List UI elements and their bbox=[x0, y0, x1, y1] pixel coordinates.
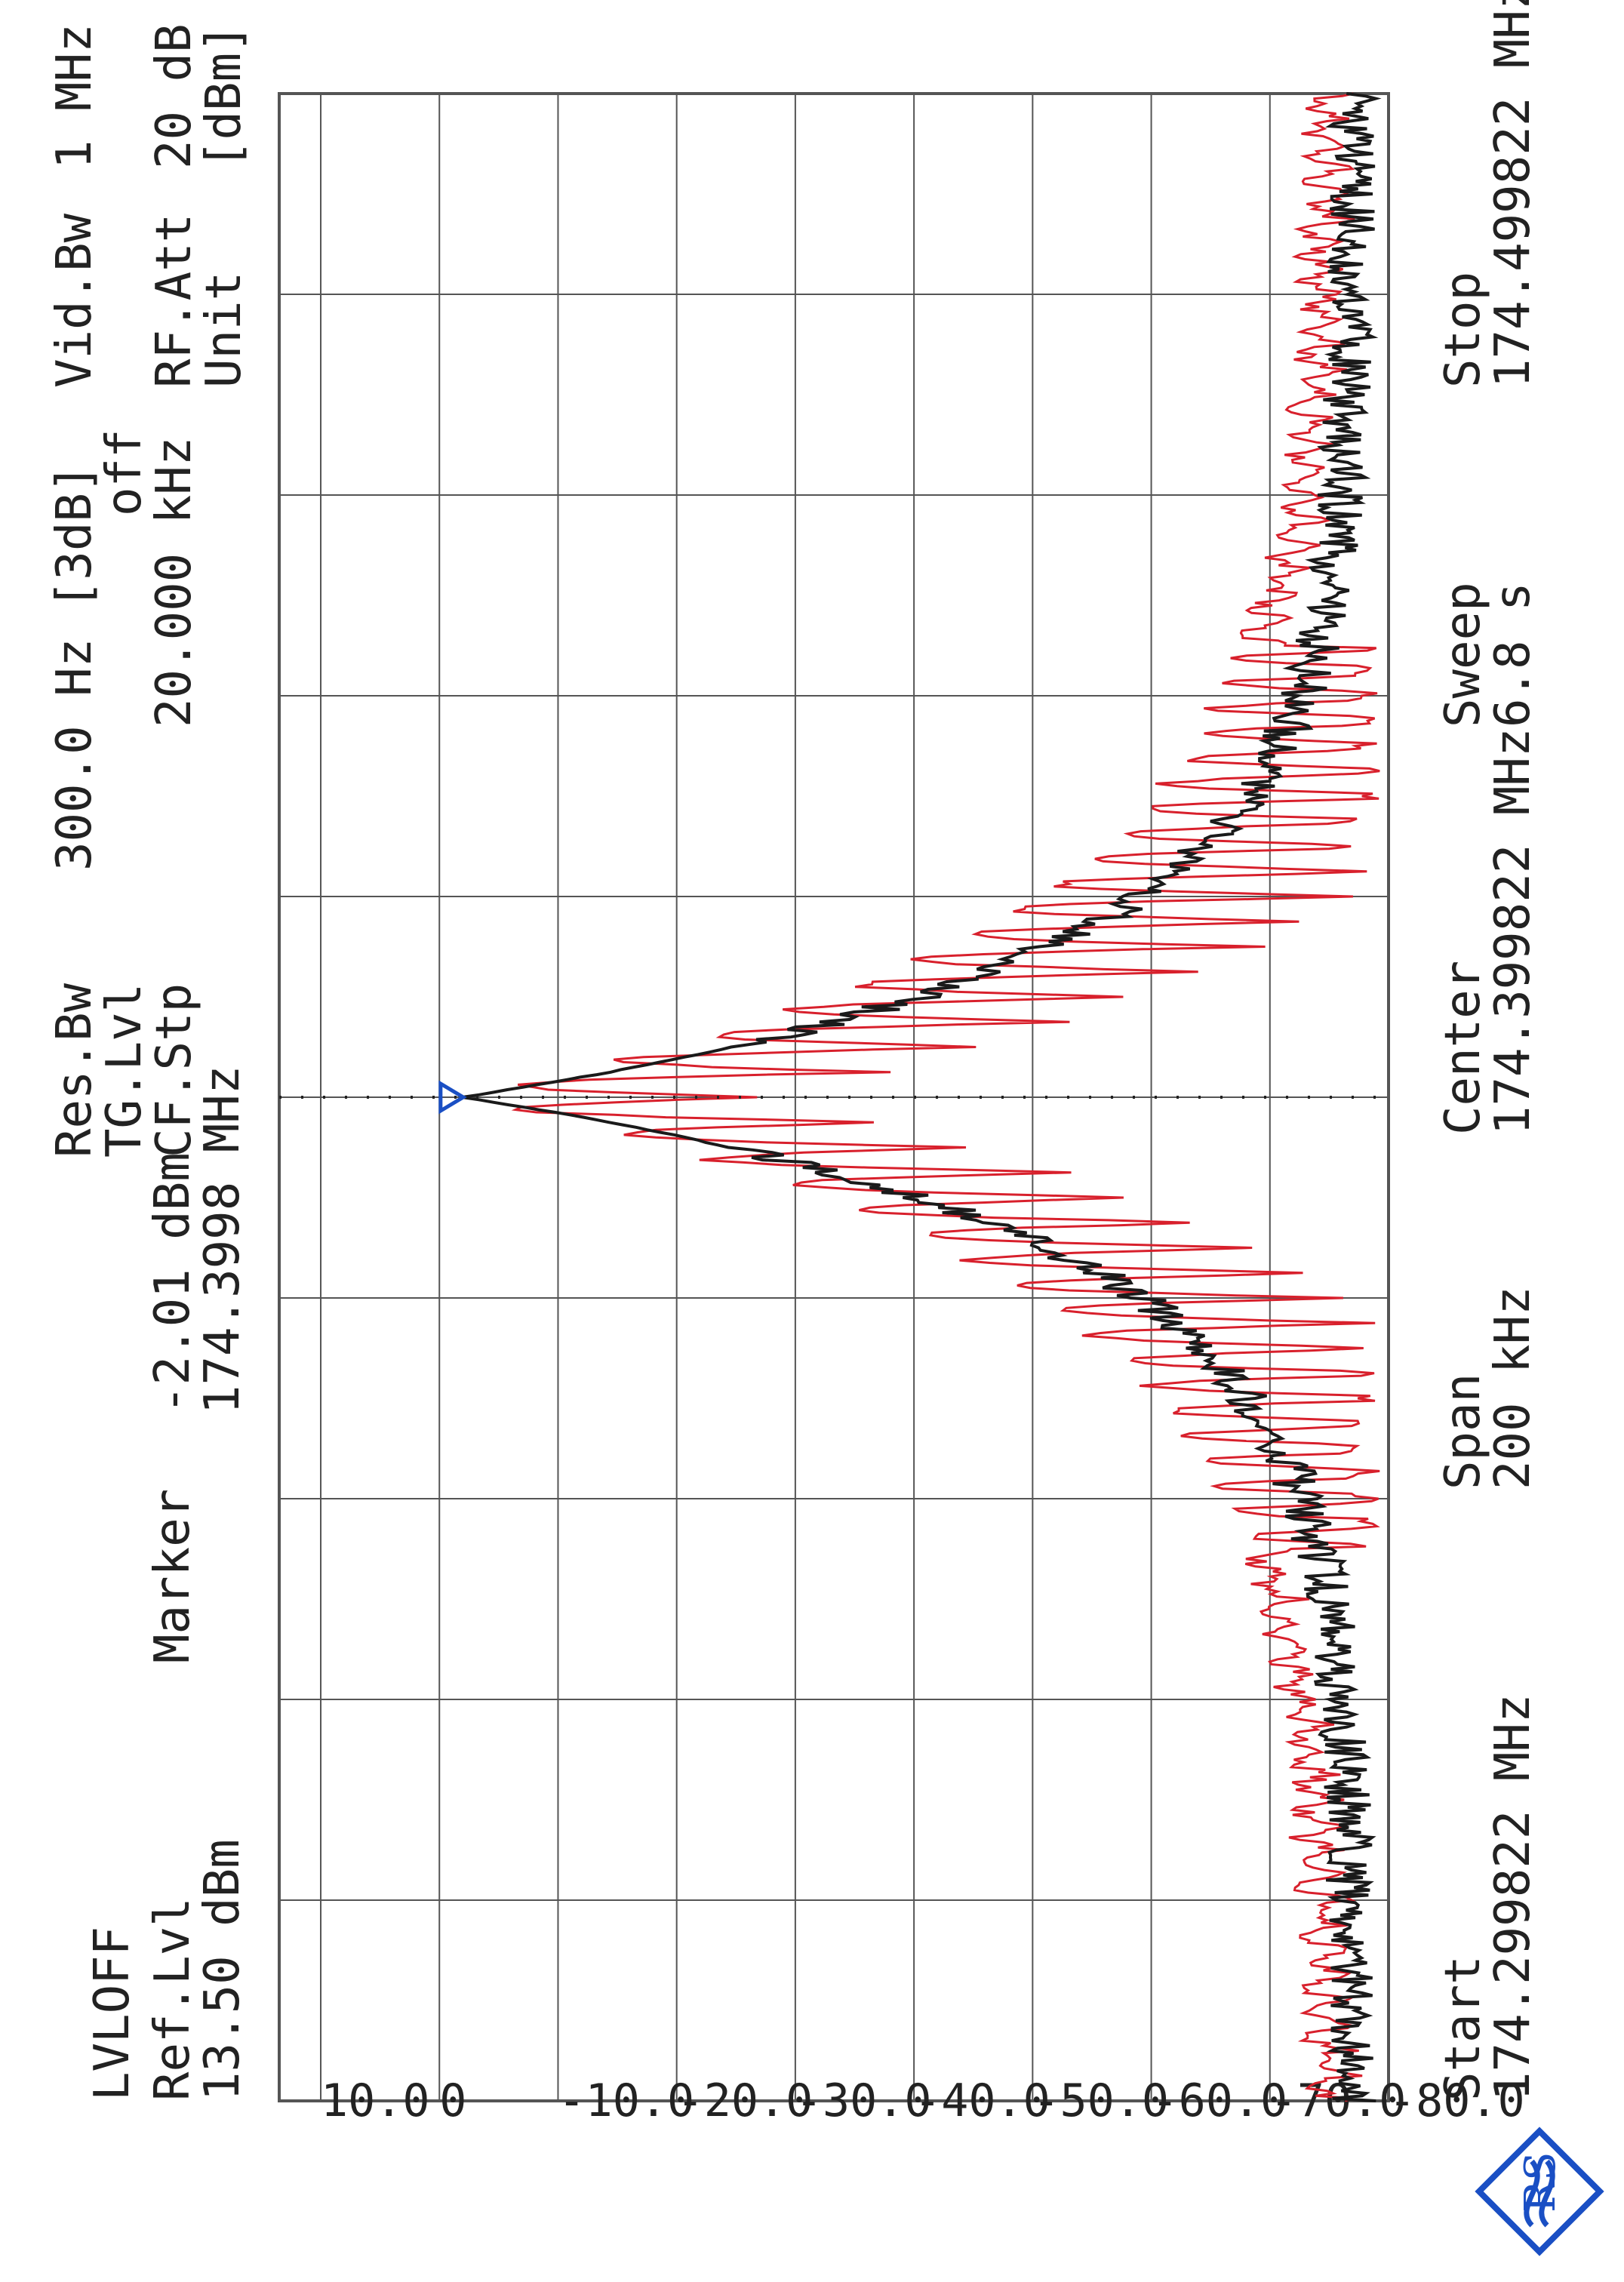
tg-lvl-value: off bbox=[97, 429, 152, 516]
y-tick-label: -40.0 bbox=[914, 2074, 1050, 2127]
marker-triangle-icon bbox=[438, 1080, 467, 1115]
y-tick-label: -80.0 bbox=[1389, 2074, 1525, 2127]
rf-att-label: RF.Att bbox=[146, 214, 202, 388]
y-tick-labels: 10.0 0 -10.0-20.0-30.0-40.0-50.0-60.0-70.0… bbox=[321, 2074, 1525, 2127]
center-label: Center bbox=[1435, 961, 1491, 1135]
rohde-schwarz-logo: RS bbox=[1475, 2127, 1604, 2256]
start-label: Start bbox=[1435, 1955, 1491, 2101]
y-tick-label: -70.0 bbox=[1270, 2074, 1407, 2127]
span-label: Span bbox=[1435, 1373, 1491, 1490]
marker-layer bbox=[279, 1080, 1389, 1115]
marker-label: Marker bbox=[145, 1489, 201, 1663]
y-tick-label: 0 bbox=[439, 2074, 466, 2127]
y-tick-label: 10.0 bbox=[321, 2074, 430, 2127]
unit-value: [dBm] bbox=[196, 23, 252, 169]
ref-level-value: 13.50 dBm bbox=[195, 1839, 251, 2101]
res-bw-value: 300.0 Hz [3dB] bbox=[47, 464, 103, 871]
sweep-label: Sweep bbox=[1435, 582, 1491, 727]
logo-letters: RS bbox=[1516, 2151, 1565, 2213]
marker-level: -2.01 dBm bbox=[145, 1152, 201, 1414]
y-tick-label: -10.0 bbox=[558, 2074, 694, 2127]
res-bw-label: Res.Bw bbox=[47, 983, 103, 1158]
mode-label: LVLOFF bbox=[85, 1927, 140, 2101]
cf-stp-value: 20.000 kHz bbox=[146, 437, 202, 727]
trace-red-sidebands bbox=[511, 92, 1380, 2102]
vid-bw-value: 1 MHz bbox=[47, 23, 103, 169]
cf-stp-label: CF.Stp bbox=[146, 983, 202, 1158]
start-value: 174.299822 MHz bbox=[1485, 1694, 1541, 2101]
vid-bw-label: Vid.Bw bbox=[47, 213, 103, 388]
rf-att-value: 20 dB bbox=[146, 23, 202, 169]
tg-lvl-label: TG.Lvl bbox=[97, 983, 152, 1158]
y-tick-label: -60.0 bbox=[1152, 2074, 1288, 2127]
center-value: 174.399822 MHz bbox=[1485, 728, 1541, 1135]
y-tick-label: -20.0 bbox=[677, 2074, 814, 2127]
stop-value: 174.499822 MHz bbox=[1485, 0, 1541, 388]
stop-label: Stop bbox=[1435, 272, 1491, 388]
sweep-value: 6.8 s bbox=[1485, 582, 1541, 727]
span-value: 200 kHz bbox=[1485, 1286, 1541, 1490]
unit-label: Unit bbox=[196, 272, 252, 388]
marker-freq: 174.3998 MHz bbox=[195, 1066, 251, 1414]
plot-grid bbox=[278, 92, 1390, 2102]
y-tick-label: -50.0 bbox=[1032, 2074, 1169, 2127]
y-tick-label: -30.0 bbox=[795, 2074, 932, 2127]
ref-level-label: Ref.Lvl bbox=[145, 1897, 201, 2101]
